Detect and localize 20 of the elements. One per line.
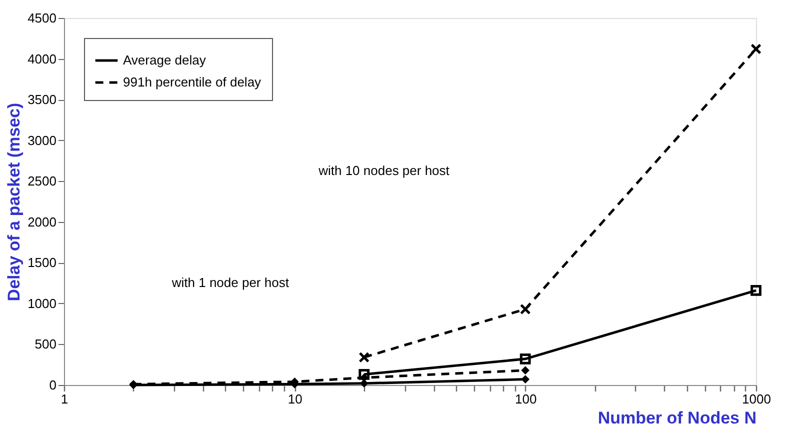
x-tick-label: 10: [288, 392, 302, 406]
y-tick-label: 3500: [28, 92, 56, 108]
y-tick-label: 2000: [28, 214, 56, 230]
y-tick-label: 0: [49, 378, 56, 392]
annotation: with 10 nodes per host: [318, 163, 450, 178]
x-tick-label: 1: [60, 392, 68, 406]
x-tick-label: 1000: [742, 392, 771, 406]
y-axis-title: Delay of a packet (msec): [4, 102, 24, 302]
y-tick-label: 1500: [28, 255, 56, 270]
legend-label: Average delay: [123, 52, 206, 68]
y-tick-label: 2500: [28, 174, 56, 189]
y-tick-label: 4500: [28, 10, 56, 26]
x-axis-title: Number of Nodes N: [598, 408, 756, 428]
y-tick-label: 500: [34, 336, 56, 352]
x-tick-label: 100: [514, 392, 537, 406]
y-tick-label: 1000: [28, 296, 56, 311]
y-tick-label: 4000: [28, 51, 56, 66]
annotation: with 1 node per host: [170, 275, 290, 290]
y-tick-label: 3000: [28, 132, 56, 148]
legend-label: 991h percentile of delay: [123, 74, 262, 90]
